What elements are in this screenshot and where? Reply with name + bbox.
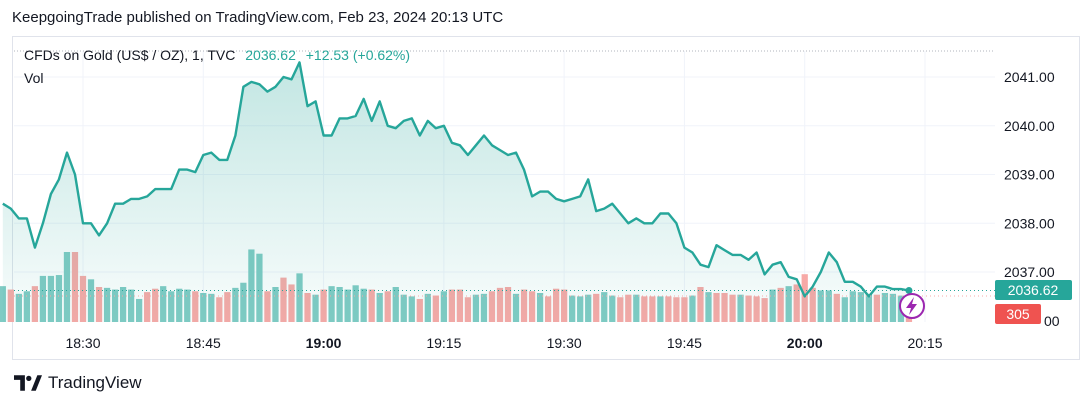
price-badge: 2036.62 (995, 280, 1072, 300)
volume-badge: 305 (995, 304, 1041, 324)
x-tick-label: 20:00 (787, 335, 823, 351)
x-tick-label: 19:15 (426, 335, 461, 351)
tradingview-logo-icon (14, 375, 42, 391)
y-tick-label: 2041.00 (1004, 69, 1055, 85)
x-tick-label: 19:30 (547, 335, 582, 351)
footer[interactable]: TradingView (14, 373, 142, 393)
x-axis: 18:30 18:45 19:00 19:15 19:30 19:45 20:00 20:15 (65, 335, 942, 351)
y-tick-label-clipped: 00 (1044, 313, 1060, 329)
x-tick-label: 19:00 (306, 335, 342, 351)
lightning-icon[interactable] (899, 293, 925, 319)
publish-header: KeepgoingTrade published on TradingView.… (12, 9, 504, 26)
legend-change: +12.53 (+0.62%) (305, 47, 411, 63)
y-tick-label: 2037.00 (1004, 264, 1055, 280)
price-line (2, 61, 910, 298)
x-tick-label: 20:15 (907, 335, 942, 351)
last-price-dot (905, 287, 913, 295)
price-badge-label: 2036.62 (1008, 282, 1059, 298)
y-axis: 2041.00 2040.00 2039.00 2038.00 2037.00 00 (1004, 69, 1060, 329)
chart-frame (12, 36, 1080, 360)
footer-brand: TradingView (48, 373, 142, 392)
x-tick-label: 19:45 (667, 335, 702, 351)
legend-price: 2036.62 (245, 47, 296, 63)
y-tick-label: 2039.00 (1004, 167, 1055, 183)
volume-label: Vol (24, 70, 44, 86)
volume-badge-label: 305 (1006, 306, 1030, 322)
x-tick-label: 18:45 (186, 335, 221, 351)
y-tick-label: 2040.00 (1004, 118, 1055, 134)
y-tick-label: 2038.00 (1004, 215, 1055, 231)
legend-symbol: CFDs on Gold (US$ / OZ), 1, TVC (24, 47, 236, 63)
x-tick-label: 18:30 (65, 335, 100, 351)
price-area (2, 62, 910, 323)
chart-legend: CFDs on Gold (US$ / OZ), 1, TVC 2036.62 … (24, 47, 410, 63)
